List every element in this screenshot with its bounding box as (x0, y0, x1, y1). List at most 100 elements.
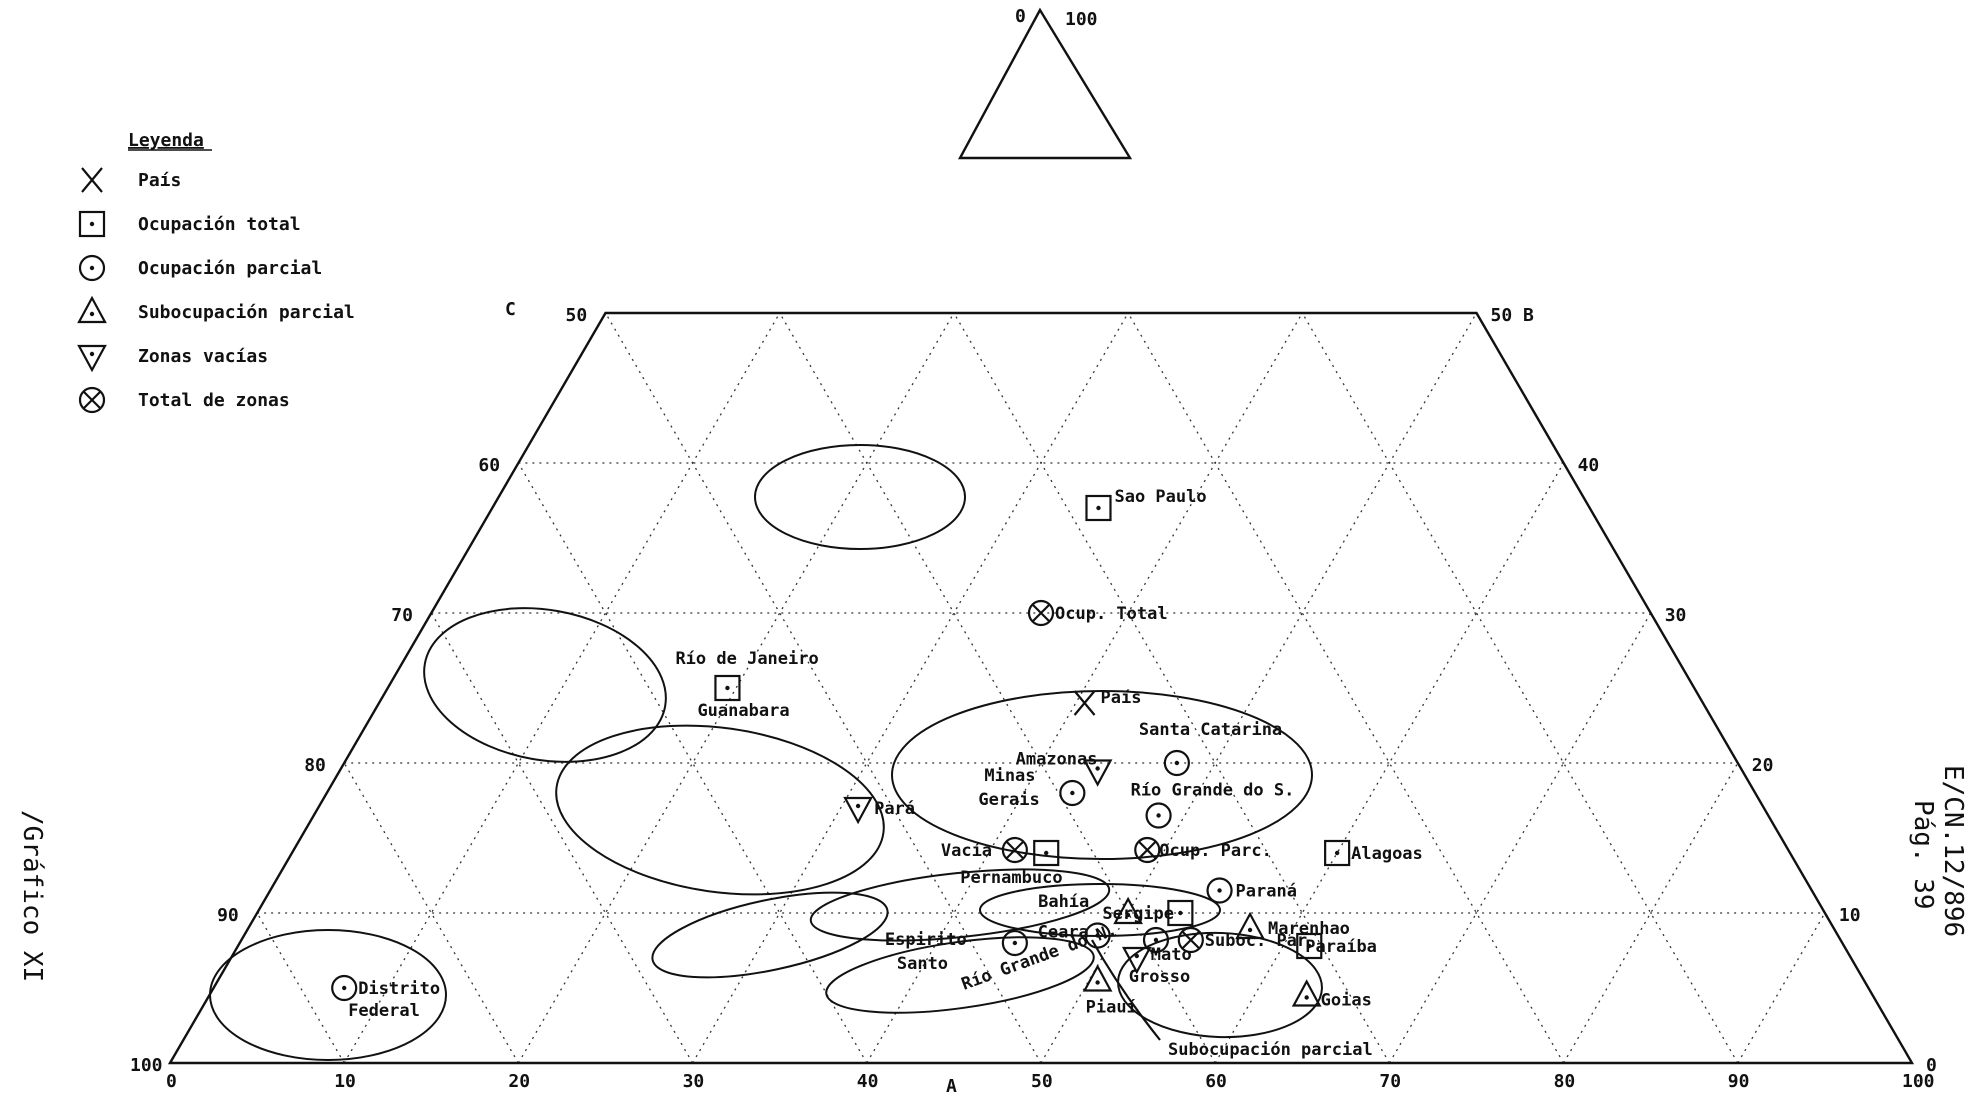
tick-c-90: 90 (217, 905, 239, 926)
point-pa-s-symbol (1073, 690, 1096, 716)
point-para-ba-symbol-square (1296, 932, 1323, 960)
legend-label-pa-s: País (138, 170, 181, 191)
tick-b-0: 0 (1926, 1055, 1937, 1076)
outline-rio-grande-do-n (825, 936, 1095, 1014)
point-distrito-label: Distrito (358, 979, 440, 999)
point-minas-label2: Gerais (978, 790, 1039, 810)
point-sergipe-symbol (1167, 899, 1194, 927)
outline-santa-catarina (891, 690, 1313, 860)
grid-line-a-40 (866, 312, 1303, 1064)
point-paran-label: Paraná (1236, 882, 1297, 902)
point-mato-symbol-tri (1121, 946, 1152, 975)
point-santa-catarina-symbol (1163, 749, 1190, 777)
point-par-symbol-tri (843, 796, 873, 825)
grid-line-a-70 (1388, 612, 1652, 1064)
point-distrito-symbol (331, 974, 358, 1002)
point-alagoas-label: Alagoas (1351, 844, 1423, 864)
point-ocup-parc-symbol-x2 (1138, 841, 1157, 859)
grid-line-b-80 (343, 762, 519, 1064)
inset-triangle (957, 7, 1133, 160)
point-sao-paulo-label: Sao Paulo (1114, 487, 1206, 507)
legend-symbol-ocupaci-n-total-square (78, 210, 106, 238)
point-bah-a-symbol (1113, 896, 1143, 925)
point-para-ba-symbol-dot (1307, 943, 1312, 949)
legend-symbol-zonas-vac-as-dot (89, 351, 95, 357)
tick-a-60: 60 (1205, 1071, 1227, 1092)
grid-line-a-20 (517, 312, 955, 1064)
point-ocup-total-symbol-circle (1027, 599, 1055, 627)
tick-a-50: 50 (1031, 1071, 1053, 1092)
inset-tick-0: 0 (1015, 6, 1026, 27)
point-marenhao-label: Marenhao (1268, 919, 1350, 939)
inset-tick-100: 100 (1065, 9, 1098, 30)
tick-c-60: 60 (478, 455, 500, 476)
point-pa-s-label: País (1101, 688, 1142, 708)
point-alagoas-symbol-square (1324, 839, 1351, 867)
legend-label-zonas-vac-as: Zonas vacías (138, 346, 268, 367)
point-mato-symbol-dot (1134, 953, 1140, 959)
point-piau-label: Piauí (1086, 998, 1137, 1018)
point-r-o-de-janeiro-symbol (714, 674, 741, 702)
tick-a-70: 70 (1379, 1071, 1401, 1092)
point-vac-a-label: Vacía (941, 841, 992, 861)
legend-symbol-ocupaci-n-total-dot (89, 221, 95, 227)
grid-line-b-70 (430, 612, 694, 1064)
point-espirito-symbol-circle (1001, 929, 1028, 957)
point-sergipe-symbol-square (1167, 899, 1194, 927)
point-mato-label: Mato (1151, 945, 1192, 965)
tick-a-80: 80 (1554, 1071, 1576, 1092)
point-ocup-parc-symbol-circle (1134, 836, 1161, 864)
point-santa-catarina-label: Santa Catarina (1139, 720, 1282, 740)
point-espirito-symbol-dot (1012, 940, 1018, 946)
point-r-o-de-janeiro-label: Río de Janeiro (675, 649, 818, 669)
legend-symbol-subocupaci-n-parcial (77, 295, 107, 324)
axis-c-label: C (505, 299, 516, 320)
point-marenhao-symbol (1235, 911, 1265, 940)
point-marenhao-symbol-dot (1247, 927, 1253, 933)
axis-a-label: A (946, 1076, 957, 1094)
legend-symbol-subocupaci-n-parcial-tri (77, 295, 107, 324)
legend-symbol-pa-s-x2 (81, 167, 103, 193)
tick-a-30: 30 (683, 1071, 705, 1092)
tick-b-5: 50 B (1491, 305, 1535, 326)
point-sao-paulo-symbol (1085, 494, 1112, 522)
point-minas-symbol-dot (1070, 790, 1075, 796)
point-par-symbol-dot (855, 803, 861, 809)
legend-symbol-ocupaci-n-parcial-circle (78, 254, 106, 282)
point-minas-symbol (1059, 779, 1086, 807)
grid-line-b-10 (1301, 312, 1739, 1064)
point-r-o-grande-do-s-label: Río Grande do S. (1131, 781, 1295, 801)
point-r-o-de-janeiro-label2: Guanabara (697, 701, 789, 721)
point-bah-a-symbol-tri (1113, 896, 1143, 925)
point-bah-a-label: Bahía (1038, 892, 1089, 912)
page-ref: E/CN.12/896 (1938, 765, 1968, 937)
point-ceara-symbol (1084, 922, 1111, 949)
point-ocup-parc-label: Ocup. Parc. (1159, 841, 1272, 861)
point-paran-symbol-dot (1217, 888, 1222, 893)
group-outlines (209, 444, 1323, 1061)
point-pernambuco-symbol (1033, 839, 1060, 867)
point-amazonas-symbol-tri (1082, 759, 1113, 787)
point-distrito-label2: Federal (348, 1001, 420, 1021)
point-pernambuco-symbol-dot (1044, 850, 1049, 856)
point-suboc-par-symbol-circle (1177, 926, 1204, 954)
point-vac-a-symbol-x2 (1006, 841, 1024, 859)
point-vac-a-symbol-circle (1001, 836, 1028, 864)
tick-b-1: 10 (1839, 905, 1861, 926)
grid-line-a-90 (1737, 912, 1826, 1064)
point-santa-catarina-symbol-dot (1174, 760, 1180, 766)
point-r-o-grande-do-s-symbol (1145, 802, 1172, 829)
legend-symbol-total-de-zonas-circle (78, 386, 106, 414)
tick-c-50: 50 (566, 305, 588, 326)
outline-ocup-parc (809, 868, 1111, 942)
legend-label-ocupaci-n-parcial: Ocupación parcial (138, 258, 322, 279)
legend-label-ocupaci-n-total: Ocupación total (138, 214, 301, 235)
legend-symbol-ocupaci-n-parcial (78, 254, 106, 282)
annotation-arrow (1091, 939, 1161, 1041)
tick-b-2: 20 (1752, 755, 1774, 776)
point-suboc-par-symbol (1177, 926, 1204, 954)
point-paran-symbol (1206, 877, 1233, 904)
point-pernambuco-label: Pernambuco (960, 868, 1062, 888)
grid-line-a-30 (692, 312, 1129, 1064)
